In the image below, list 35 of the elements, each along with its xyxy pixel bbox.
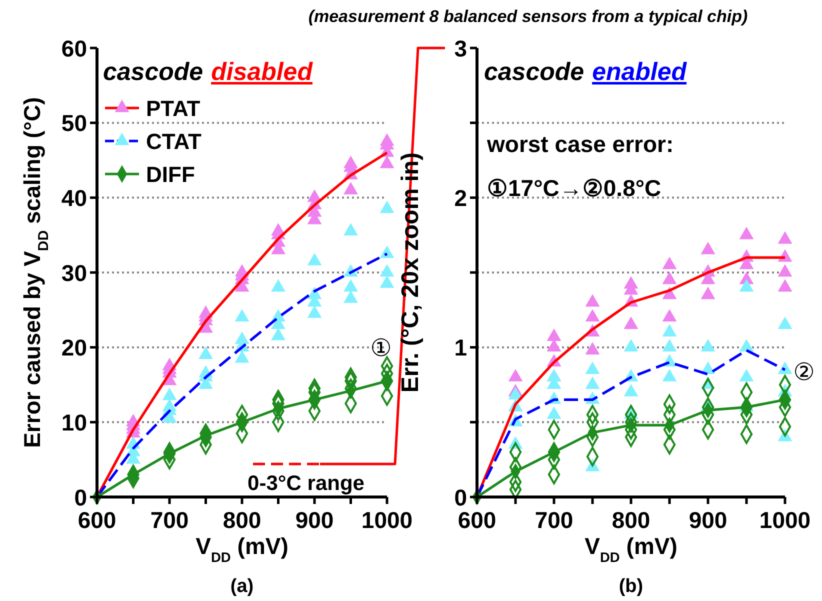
y-tick-label: 2	[454, 184, 467, 211]
y-axis-title: Err. (°C, 20x zoom in)	[397, 152, 424, 393]
x-tick-label: 1000	[759, 507, 811, 533]
annotation: worst case error:	[486, 131, 674, 157]
x-tick-label: 1000	[361, 507, 413, 533]
x-tick-label: 700	[534, 507, 574, 533]
annotation: disabled	[211, 58, 314, 86]
annotation: ①	[370, 334, 392, 362]
legend-label: PTAT	[146, 96, 201, 121]
y-tick-label: 50	[61, 110, 87, 136]
text: ②	[793, 358, 815, 386]
x-tick-label: 800	[222, 507, 262, 533]
annotation: cascode	[103, 58, 204, 86]
y-tick-label: 1	[454, 334, 468, 361]
text: (a)	[230, 576, 254, 597]
legend-label: CTAT	[146, 128, 202, 154]
x-axis-title: V$_{DD}$ (mV)	[584, 533, 678, 564]
y-tick-label: 30	[61, 260, 87, 286]
x-tick-label: 900	[295, 507, 334, 533]
annotation: 0-3°C range	[248, 472, 364, 495]
y-tick-label: 20	[61, 334, 87, 361]
x-axis-title: V$_{DD}$ (mV)	[196, 533, 288, 564]
y-tick-label: 3	[454, 35, 467, 62]
text: (measurement 8 balanced sensors from a typical chip)	[308, 7, 748, 26]
x-tick-label: 800	[612, 507, 650, 533]
y-tick-label: 40	[61, 184, 87, 211]
x-tick-label: 700	[150, 507, 189, 533]
annotation: ①17°C→②0.8°C	[487, 175, 662, 201]
annotation: cascode	[484, 58, 584, 86]
x-tick-label: 900	[688, 507, 728, 533]
y-tick-label: 60	[61, 35, 87, 62]
y-tick-label: 10	[61, 409, 87, 436]
legend-label: DIFF	[146, 162, 195, 187]
text: (b)	[618, 576, 644, 597]
annotation: enabled	[592, 58, 688, 86]
